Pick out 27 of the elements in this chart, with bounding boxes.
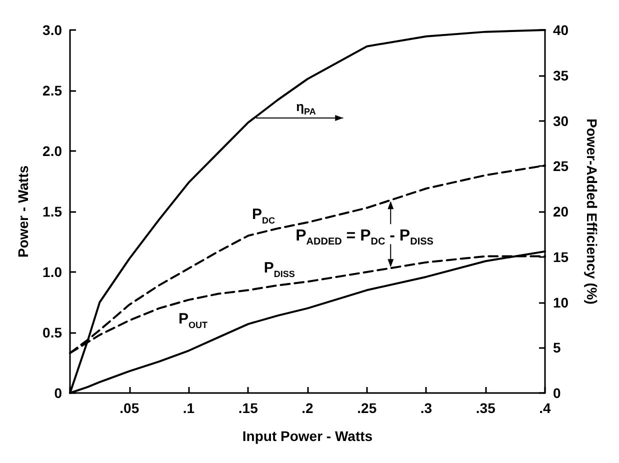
- x-tick-label: .35: [476, 400, 496, 416]
- y2-tick-label: 35: [553, 67, 569, 84]
- y2-tick-label: 30: [553, 112, 569, 129]
- x-tick-label: .25: [357, 400, 377, 416]
- y2-tick-label: 10: [553, 294, 569, 310]
- y2-tick-label: 15: [553, 248, 569, 265]
- y-tick-label: 0: [54, 385, 62, 401]
- x-tick-label: .15: [238, 400, 258, 416]
- y-tick-label: 0.5: [42, 324, 62, 340]
- x-tick-label: .05: [120, 400, 140, 416]
- x-axis-title: Input Power - Watts: [242, 428, 373, 444]
- x-tick-label: .1: [182, 400, 195, 416]
- y-tick-label: 3.0: [42, 22, 62, 38]
- y-tick-label: 1.0: [42, 264, 62, 280]
- x-tick-label: .3: [420, 400, 432, 416]
- y2-tick-label: 40: [553, 22, 569, 38]
- x-tick-label: .4: [539, 400, 552, 416]
- y2-tick-label: 0: [553, 385, 561, 401]
- y-tick-label: 1.5: [42, 204, 62, 220]
- y2-tick-label: 20: [553, 204, 569, 220]
- y-axis-title: Power - Watts: [15, 165, 31, 258]
- y2-tick-label: 5: [553, 340, 561, 356]
- y2-tick-label: 25: [553, 158, 569, 174]
- y-tick-label: 2.0: [42, 143, 62, 159]
- y2-axis-title: Power-Added Efficiency (%): [584, 118, 600, 304]
- y-tick-label: 2.5: [42, 82, 62, 98]
- x-tick-label: .2: [302, 400, 314, 416]
